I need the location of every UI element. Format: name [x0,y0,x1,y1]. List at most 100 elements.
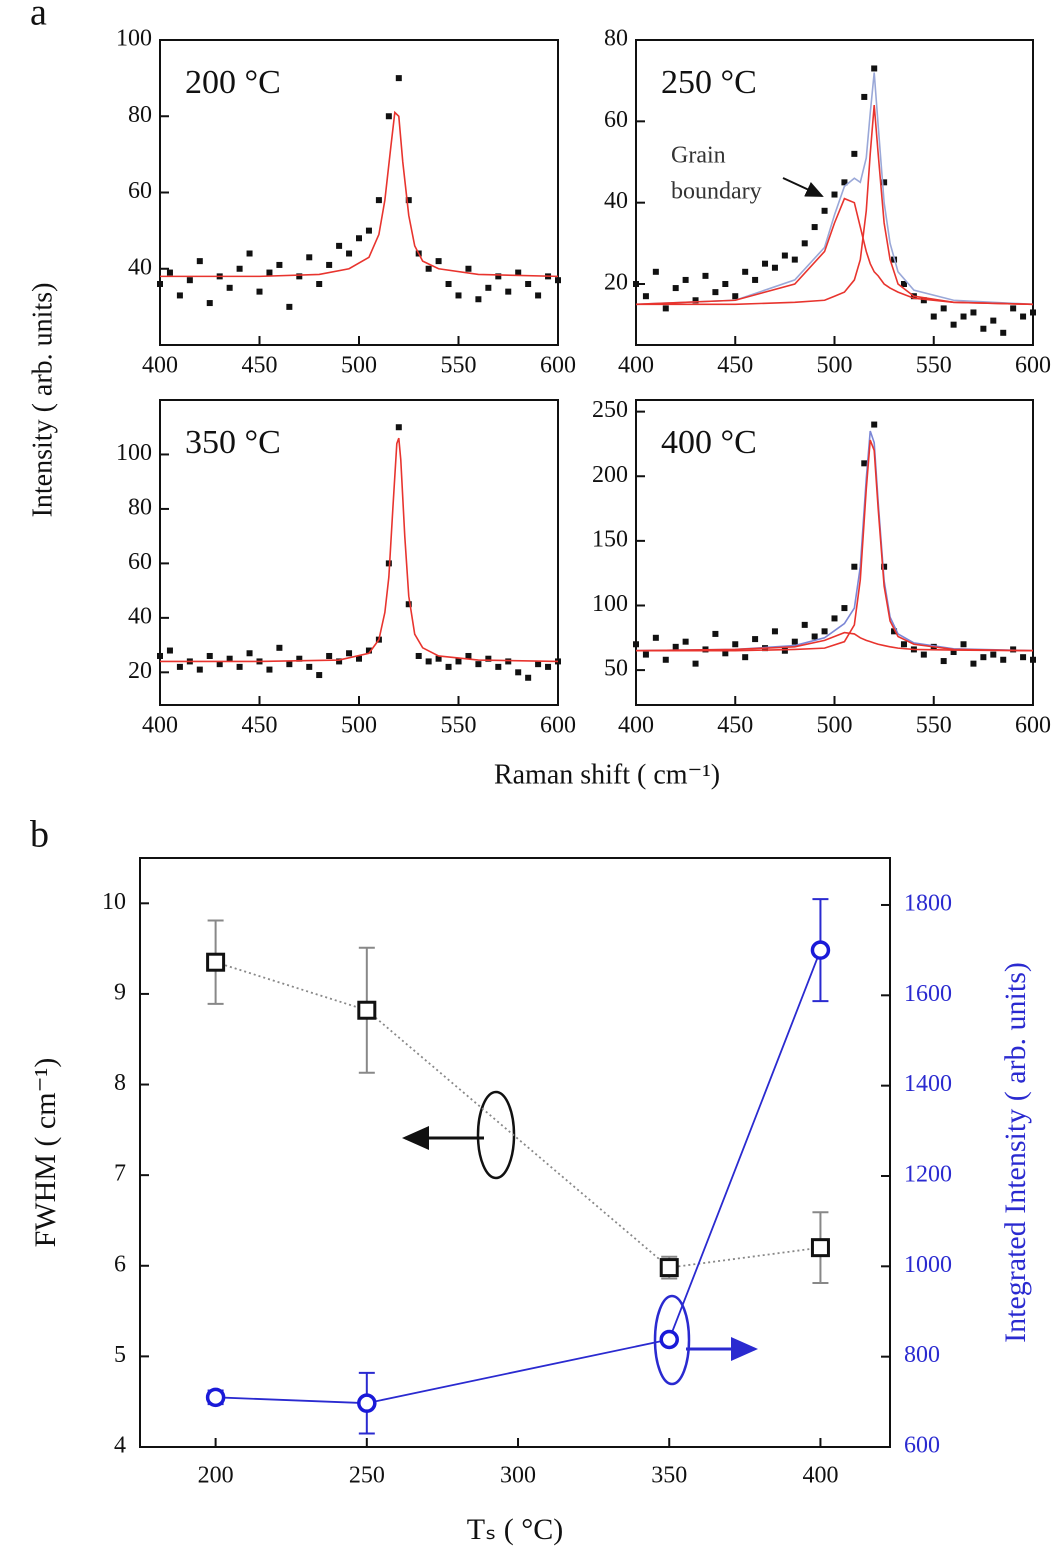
data-point [1010,646,1017,653]
x-tick-label: 600 [540,353,576,379]
data-point [465,265,472,272]
data-point [405,197,412,204]
data-point [445,281,452,287]
data-point [206,652,213,659]
data-point [176,292,183,299]
data-point [990,651,997,658]
y2-axis-label: Integrated Intensity ( arb. units) [999,962,1032,1343]
data-point [475,661,482,668]
data-point [316,672,323,679]
data-point [752,276,759,283]
series-ellipse [476,1090,516,1180]
data-point [851,150,858,157]
x-tick-label: 450 [242,353,278,379]
y2-tick-label: 1000 [904,1252,952,1278]
annotation: Grain [671,143,726,169]
series-line [215,961,821,1269]
data-point [742,654,749,661]
data-point [920,651,927,658]
data-point [365,647,372,654]
data-point [633,641,639,648]
data-point [970,309,977,316]
x-tick-label: 400 [142,353,178,379]
data-point [435,655,442,662]
data-point [990,317,997,324]
y-tick-label: 60 [604,107,628,133]
data-point [881,563,888,570]
data-point [356,655,362,662]
data-point [920,297,927,304]
annotation: boundary [671,179,762,205]
x-tick-label: 550 [441,353,477,379]
fit-line [635,631,1034,652]
data-point [940,658,947,665]
data-point [336,658,343,665]
data-point [980,325,987,332]
data-point [246,250,253,257]
y-tick-label: 100 [592,591,628,617]
x-tick-label: 500 [817,353,853,379]
data-point [1000,656,1007,663]
data-point [425,658,432,665]
data-point [811,224,818,231]
data-point [1000,329,1007,336]
y-tick-label: 80 [128,494,152,520]
data-point [395,424,402,431]
y2-tick-label: 800 [904,1342,940,1368]
y-axis-label: Intensity ( arb. units) [27,283,58,518]
data-point [515,669,522,676]
data-point [881,179,888,186]
data-point [266,269,273,276]
data-point [652,634,659,641]
y-tick-label: 200 [592,462,628,488]
data-point [365,227,372,234]
fit-line [636,105,1034,306]
y2-tick-label: 1400 [904,1071,952,1097]
data-point [891,628,898,635]
data-point [495,273,502,280]
x-axis-label: Raman shift ( cm⁻¹) [494,759,720,790]
y-tick-label: 9 [114,979,126,1005]
y-axis-label: FWHM ( cm⁻¹) [29,1058,62,1248]
data-point [742,268,749,275]
panel-label: b [30,814,49,856]
data-point [682,276,689,283]
data-point [781,252,788,259]
data-point [316,281,323,287]
data-point [811,633,818,640]
y-tick-label: 20 [128,658,152,684]
data-point [256,288,263,295]
y-tick-label: 40 [128,603,152,629]
data-point [505,658,512,665]
data-point [525,674,532,681]
fit-line [635,72,1034,306]
data-point [1030,309,1036,316]
x-tick-label: 600 [1015,353,1051,379]
fit-line [160,110,559,278]
data-point [455,292,462,299]
y2-tick-label: 600 [904,1433,940,1459]
data-point [642,651,649,658]
data-point [485,655,492,662]
fit-line [635,197,1034,306]
data-point [682,638,689,645]
data-point [871,421,878,428]
x-tick-label: 500 [341,353,377,379]
series-ellipse [653,1294,691,1386]
y-tick-label: 250 [592,397,628,423]
data-point [801,621,808,628]
fit-line [636,439,1034,652]
y-tick-label: 7 [114,1161,126,1187]
x-tick-label: 550 [916,353,952,379]
x-axis-label: Tₛ ( °C) [467,1513,564,1546]
data-point [652,268,659,275]
data-point [732,293,739,300]
data-point [970,660,977,667]
data-point [515,269,522,276]
x-tick-label: 300 [500,1463,536,1489]
marker-square [206,952,226,972]
data-point [841,605,848,612]
data-point [662,656,669,663]
series-line [215,949,822,1405]
